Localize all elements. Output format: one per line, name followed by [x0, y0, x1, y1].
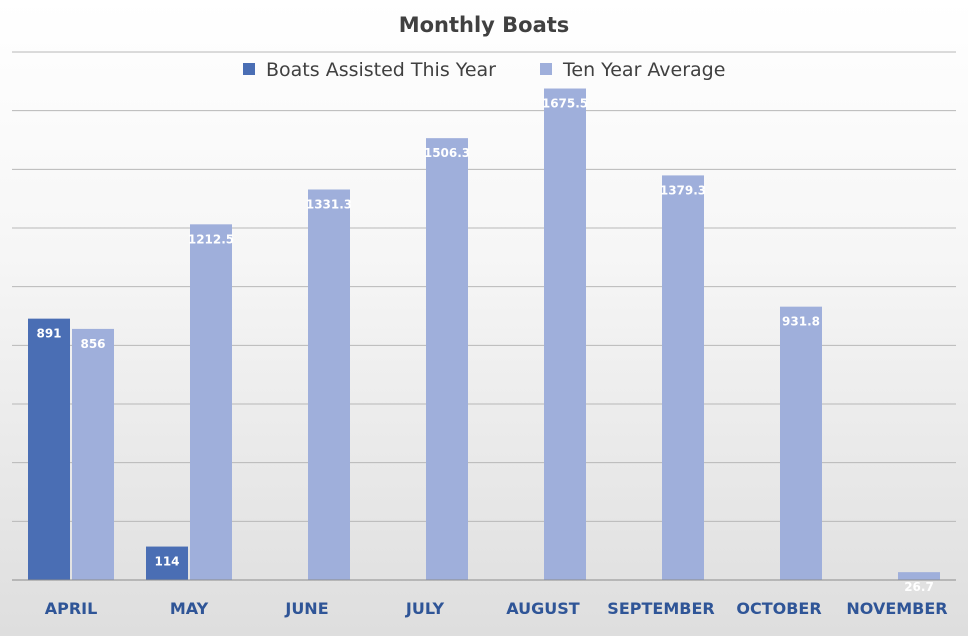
bar-november-series-1	[898, 572, 940, 580]
x-tick-label-august: AUGUST	[506, 599, 580, 618]
data-label-july-series-1: 1506.3	[424, 146, 470, 160]
x-tick-label-november: NOVEMBER	[846, 599, 947, 618]
x-tick-label-april: APRIL	[45, 599, 98, 618]
bar-april-series-1	[72, 328, 114, 580]
x-tick-label-october: OCTOBER	[736, 599, 821, 618]
bar-may-series-1	[190, 224, 232, 581]
bar-june-series-1	[308, 189, 350, 580]
bars	[28, 88, 940, 581]
data-label-may-series-1: 1212.5	[188, 232, 234, 246]
bar-april-series-0	[28, 318, 70, 580]
gridlines	[12, 51, 956, 522]
data-label-november-series-1: 26.7	[904, 580, 934, 594]
bar-september-series-1	[662, 175, 704, 580]
data-label-september-series-1: 1379.3	[660, 183, 706, 197]
data-label-june-series-1: 1331.3	[306, 197, 352, 211]
bar-august-series-1	[544, 88, 586, 581]
bar-july-series-1	[426, 138, 468, 581]
data-label-october-series-1: 931.8	[782, 315, 820, 329]
x-tick-label-july: JULY	[405, 599, 445, 618]
legend-label-ten-year-average: Ten Year Average	[562, 59, 725, 81]
legend-swatch-ten-year-average	[540, 63, 552, 75]
data-labels: 891 856 114 1212.5 1331.3 1506.3 1675.5 1379.3 9…	[36, 97, 933, 595]
bar-may-series-0	[146, 546, 188, 580]
x-tick-label-september: SEPTEMBER	[607, 599, 714, 618]
data-label-august-series-1: 1675.5	[542, 97, 588, 111]
x-tick-label-may: MAY	[170, 599, 209, 618]
chart-title: Monthly Boats	[399, 13, 570, 37]
x-tick-label-june: JUNE	[284, 599, 328, 618]
x-axis: APRIL MAY JUNE JULY AUGUST SEPTEMBER OCTOBER NO…	[12, 579, 956, 618]
data-label-april-series-1: 856	[80, 337, 105, 351]
bar-october-series-1	[780, 306, 822, 580]
legend-label-this-year: Boats Assisted This Year	[266, 59, 496, 81]
legend-swatch-this-year	[243, 63, 255, 75]
data-label-may-series-0: 114	[154, 555, 179, 569]
data-label-april-series-0: 891	[36, 327, 61, 341]
legend: Boats Assisted This Year Ten Year Averag…	[243, 59, 725, 81]
